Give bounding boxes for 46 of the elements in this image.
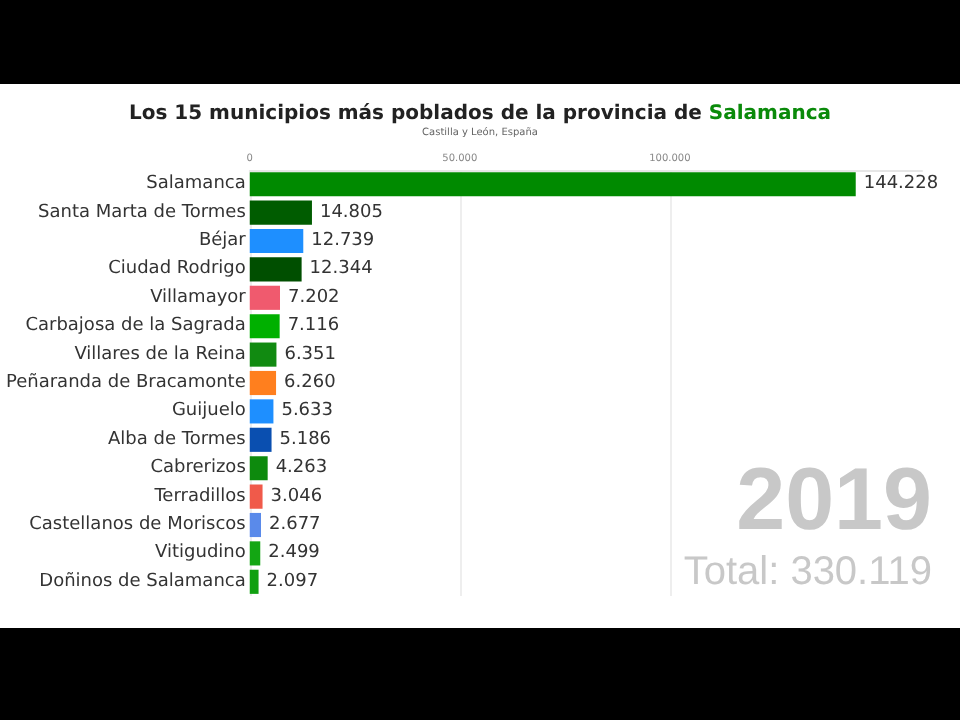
y-tick-label: Peñaranda de Bracamonte — [5, 373, 247, 393]
y-tick-label: Doñinos de Salamanca — [39, 571, 246, 592]
data-label: 144.228 — [863, 174, 939, 195]
chart-title: Los 15 municipios más poblados de la provincia de Salamanca — [128, 103, 832, 125]
y-tick-label: Ciudad Rodrigo — [108, 259, 247, 280]
y-tick-label: Santa Marta de Tormes — [38, 202, 247, 223]
y-tick-label: Castellanos de Moriscos — [29, 515, 247, 535]
bar — [249, 484, 263, 509]
bar — [249, 172, 856, 197]
y-tick-label: Salamanca — [146, 174, 246, 195]
y-tick-label: Guijuelo — [171, 401, 247, 422]
bar — [249, 228, 304, 254]
bar — [249, 257, 302, 282]
bar — [249, 399, 274, 424]
bar — [249, 427, 272, 452]
data-label: 2.499 — [268, 543, 321, 564]
bar — [249, 569, 259, 594]
data-label: 2.097 — [266, 571, 319, 592]
data-label: 7.202 — [288, 287, 340, 308]
data-label: 6.260 — [284, 373, 337, 393]
bar — [249, 200, 312, 225]
bar — [249, 314, 280, 339]
bar — [249, 541, 261, 566]
bar — [249, 342, 277, 367]
bar — [249, 456, 268, 481]
data-label: 5.633 — [281, 401, 333, 422]
data-label: 12.739 — [311, 231, 375, 251]
data-label: 3.046 — [270, 486, 323, 507]
data-label: 5.186 — [279, 429, 332, 450]
bar — [249, 285, 281, 310]
y-tick-label: Villamayor — [150, 287, 247, 308]
y-tick-label: Cabrerizos — [150, 458, 247, 479]
y-tick-label: Vitigudino — [155, 543, 247, 564]
bar — [249, 370, 277, 396]
y-tick-label: Terradillos — [152, 486, 247, 507]
data-label: 14.805 — [319, 202, 383, 223]
data-label: 4.263 — [275, 458, 328, 479]
data-label: 12.344 — [309, 259, 374, 280]
y-tick-label: Carbajosa de la Sagrada — [25, 316, 246, 337]
bar — [249, 512, 261, 538]
y-tick-label: Villares de la Reina — [74, 344, 246, 365]
y-tick-label: Béjar — [198, 229, 247, 251]
data-label: 2.677 — [269, 515, 321, 535]
data-label: 7.116 — [287, 316, 340, 337]
data-label: 6.351 — [284, 344, 336, 365]
y-tick-label: Alba de Tormes — [108, 429, 247, 450]
